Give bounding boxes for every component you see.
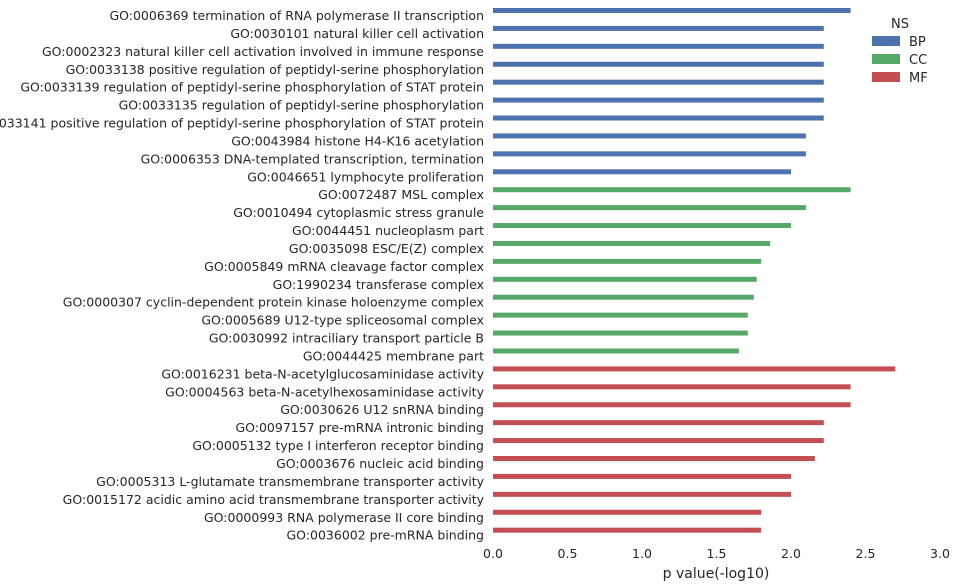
bar (493, 25, 824, 31)
x-tick-label: 1.5 (707, 546, 727, 561)
legend-title: NS (891, 17, 909, 32)
category-labels: GO:0006369 termination of RNA polymerase… (0, 8, 485, 543)
category-label: GO:0033139 regulation of peptidyl-serine… (20, 80, 484, 95)
category-label: GO:0030101 natural killer cell activatio… (230, 26, 484, 41)
bar (493, 420, 824, 426)
category-label: GO:0002323 natural killer cell activatio… (42, 44, 484, 59)
x-tick-label: 0.5 (558, 546, 578, 561)
x-tick-label: 0.0 (483, 546, 503, 561)
category-label: GO:0015172 acidic amino acid transmembra… (63, 492, 485, 507)
bar (493, 97, 824, 103)
legend-swatch (872, 54, 900, 64)
legend-label: BP (909, 35, 926, 50)
bar (493, 294, 754, 300)
category-label: GO:0044425 membrane part (303, 348, 484, 363)
category-label: GO:0046651 lymphocyte proliferation (247, 169, 484, 184)
category-label: GO:0097157 pre-mRNA intronic binding (235, 420, 484, 435)
category-label: GO:0016231 beta-N-acetylglucosaminidase … (161, 366, 484, 381)
bar (493, 61, 824, 67)
category-label: GO:0030626 U12 snRNA binding (280, 402, 484, 417)
bar (493, 473, 791, 479)
bar (493, 438, 824, 444)
bar (493, 384, 851, 390)
bar (493, 366, 896, 372)
bars-layer (493, 8, 896, 533)
category-label: GO:1990234 transferase complex (273, 277, 484, 292)
category-label: GO:0005849 mRNA cleavage factor complex (204, 259, 484, 274)
category-label: GO:0004563 beta-N-acetylhexosaminidase a… (165, 384, 484, 399)
legend-label: CC (909, 53, 927, 68)
bar (493, 312, 748, 318)
category-label: GO:0033138 positive regulation of peptid… (66, 62, 484, 77)
category-label: GO:0003676 nucleic acid binding (276, 456, 484, 471)
bar (493, 527, 762, 533)
category-label: GO:0000307 cyclin-dependent protein kina… (63, 295, 484, 310)
bar (493, 8, 851, 13)
bar (493, 456, 815, 461)
legend-swatch (872, 72, 900, 82)
bar (493, 348, 739, 354)
bar (493, 169, 791, 175)
bar (493, 79, 824, 85)
legend-entries: BP CC MF (872, 35, 928, 86)
x-tick-label: 2.0 (781, 546, 801, 561)
bar (493, 187, 851, 193)
legend: NS BP CC MF (872, 17, 928, 86)
x-tick-label: 1.0 (632, 546, 652, 561)
bar (493, 223, 791, 229)
bar (493, 402, 851, 408)
bar (493, 491, 791, 497)
x-tick-label: 2.5 (856, 546, 876, 561)
category-label: GO:0036002 pre-mRNA binding (287, 528, 485, 543)
bar (493, 133, 806, 139)
bar (493, 276, 757, 282)
x-axis-label: p value(-log10) (663, 566, 770, 582)
category-label: GO:0072487 MSL complex (318, 187, 484, 202)
bar (493, 43, 824, 49)
category-label: GO:0033135 regulation of peptidyl-serine… (119, 98, 484, 113)
category-label: GO:0006353 DNA-templated transcription, … (141, 151, 484, 166)
legend-swatch (872, 36, 900, 46)
category-label: GO:0005689 U12-type spliceosomal complex (201, 313, 484, 328)
x-axis-ticks: 0.0 0.5 1.0 1.5 2.0 2.5 3.0 (483, 546, 950, 561)
bar (493, 115, 824, 121)
bar (493, 240, 771, 246)
bar (493, 258, 762, 264)
category-label: GO:0000993 RNA polymerase II core bindin… (204, 510, 484, 525)
category-label: GO:0044451 nucleoplasm part (292, 223, 484, 238)
category-label: GO:0043984 histone H4-K16 acetylation (231, 133, 484, 148)
category-label: GO:0030992 intraciliary transport partic… (209, 331, 484, 346)
x-tick-label: 3.0 (930, 546, 950, 561)
category-label: GO:0005313 L-glutamate transmembrane tra… (96, 474, 484, 489)
bar (493, 151, 806, 157)
category-label: GO:0010494 cytoplasmic stress granule (233, 205, 484, 220)
bar (493, 509, 762, 515)
category-label: GO:0033141 positive regulation of peptid… (0, 116, 484, 131)
category-label: GO:0005132 type I interferon receptor bi… (192, 438, 484, 453)
legend-label: MF (909, 71, 928, 86)
category-label: GO:0035098 ESC/E(Z) complex (289, 241, 484, 256)
bar (493, 205, 806, 211)
category-label: GO:0006369 termination of RNA polymerase… (109, 8, 484, 23)
bar (493, 330, 748, 336)
